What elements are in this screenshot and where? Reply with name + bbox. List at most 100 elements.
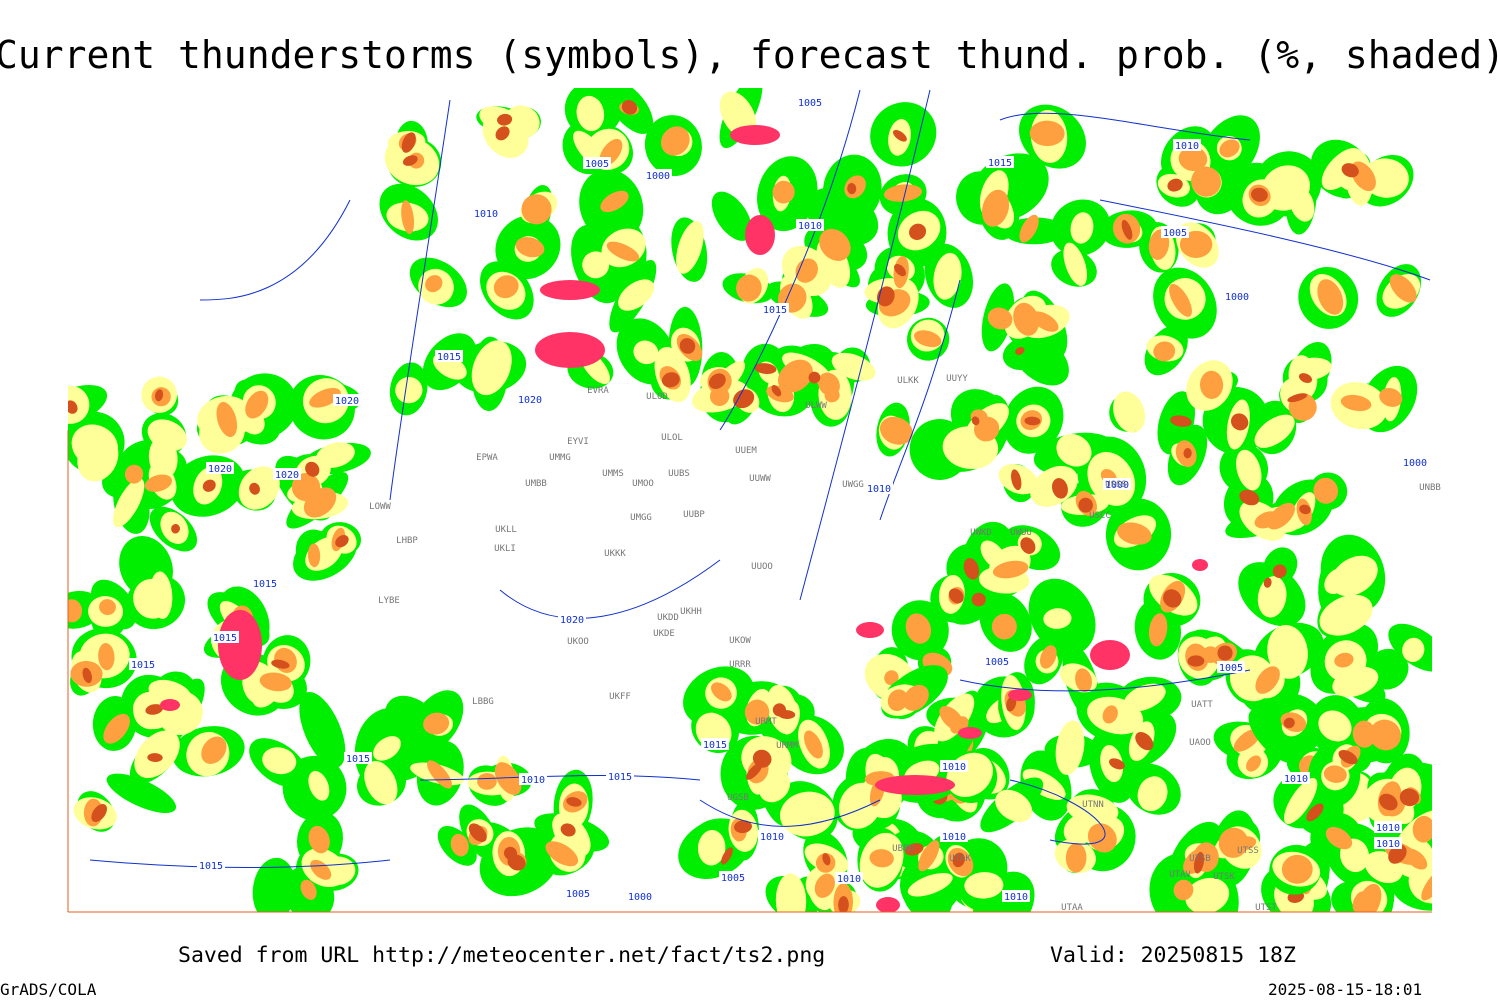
isobar: [389, 99, 451, 501]
shade-blob: [909, 223, 927, 240]
isobar-label-bg: [472, 207, 500, 219]
shade-blob: [697, 830, 726, 866]
station-code: UMGG: [630, 513, 652, 523]
station-code: LOWW: [369, 502, 391, 512]
shade-blob: [1178, 146, 1208, 172]
isobar-label-bg: [1161, 226, 1189, 238]
valid-time: Valid: 20250815 18Z: [1050, 943, 1296, 968]
isobar-label-bg: [835, 872, 863, 884]
isobar-label: 1010: [1376, 839, 1400, 850]
shade-blob: [892, 129, 907, 142]
shade-blob: [708, 373, 726, 390]
isobar-label: 1010: [942, 832, 966, 843]
shade-blob: [1029, 120, 1065, 147]
software: GrADS/COLA: [0, 980, 97, 999]
shade-blob: [1191, 166, 1222, 197]
shade-blob: [1325, 826, 1353, 850]
shade-blob: [711, 191, 752, 241]
station-code: UMOO: [632, 479, 654, 489]
station-code: UKLI: [494, 544, 516, 554]
shade-blob: [1217, 645, 1233, 661]
station-code: UKKK: [604, 549, 626, 559]
station-code: USCC: [1089, 511, 1111, 521]
isobar-label-bg: [435, 350, 463, 362]
shade-blob: [307, 543, 321, 568]
isobar-label-bg: [986, 156, 1014, 168]
shade-blob: [1379, 387, 1403, 407]
isobar-label-bg: [701, 738, 729, 750]
shade-blob: [566, 797, 582, 807]
shade-blob: [903, 684, 929, 711]
shade-blob: [335, 535, 349, 548]
shade-blob: [308, 770, 330, 801]
isobar-label-bg: [211, 631, 239, 643]
shade-blob: [1399, 788, 1420, 807]
shade-blob: [1039, 645, 1057, 669]
shade-blob: [1185, 877, 1230, 912]
shade-blob: [450, 833, 469, 857]
shade-blob: [939, 705, 965, 731]
station-code: LYBE: [378, 596, 400, 606]
shade-blob: [907, 872, 953, 897]
shade-blob: [1379, 793, 1398, 811]
shade-blob: [262, 747, 297, 775]
shade-blob: [1022, 768, 1066, 800]
shade-blob: [606, 241, 640, 262]
shade-blob: [1070, 212, 1094, 244]
shade-blob: [991, 613, 1017, 640]
shade-blob: [1148, 613, 1168, 647]
shade-blob: [1352, 891, 1367, 912]
shade-blob: [1306, 803, 1324, 822]
shade-blob: [149, 571, 173, 619]
isobar-label-bg: [333, 394, 361, 406]
isobar-label-bg: [1217, 661, 1245, 673]
isobar: [499, 559, 721, 619]
shade-blob: [1170, 415, 1192, 427]
shade-blob: [819, 228, 851, 261]
shade-blob: [545, 841, 579, 867]
shade-blob: [252, 857, 296, 912]
station-code: UNBB: [1419, 483, 1441, 493]
shade-blob: [1338, 750, 1358, 765]
shade-blob: [621, 100, 638, 115]
station-code: UUWW: [749, 474, 771, 484]
isobar-label: 1000: [1225, 292, 1249, 303]
station-code: UMMS: [602, 469, 624, 479]
isobar-label-bg: [1103, 478, 1131, 490]
isobar: [699, 799, 881, 827]
isobar-label-bg: [606, 770, 634, 782]
shade-blob: [300, 879, 317, 900]
isobar-label-bg: [940, 760, 968, 772]
shade-blob: [772, 703, 786, 717]
shade-blob: [68, 400, 78, 414]
station-code: EVRA: [587, 386, 609, 396]
station-code: UUOO: [751, 562, 773, 572]
shade-blob: [1102, 705, 1118, 724]
shade-blob: [1063, 242, 1088, 286]
shade-blob: [99, 599, 116, 616]
isobar: [89, 859, 391, 868]
station-code: UMMG: [549, 453, 571, 463]
shade-blob: [904, 843, 924, 856]
station-code: UTNN: [1082, 800, 1104, 810]
shade-blob: [71, 424, 119, 468]
shade-blob: [775, 873, 807, 912]
isobar-label: 1010: [1376, 823, 1400, 834]
shade-blob: [1113, 391, 1146, 433]
shade-blob: [822, 853, 831, 866]
station-code: UWKD: [970, 528, 992, 538]
isobar-label-bg: [251, 577, 279, 589]
isobar-label-bg: [983, 655, 1011, 667]
shade-blob: [1239, 489, 1260, 506]
shade-blob: [98, 643, 115, 671]
shade-blob: [894, 264, 906, 277]
station-code: UUYY: [946, 374, 968, 384]
shade-blob: [676, 221, 704, 274]
isobar-label: 1005: [585, 159, 609, 170]
shade-blob: [1254, 414, 1295, 448]
timestamp: 2025-08-15-18:01: [1268, 980, 1422, 999]
isobar-label-bg: [344, 752, 372, 764]
isobar-label: 1010: [1175, 141, 1199, 152]
shade-blob: [1404, 848, 1428, 870]
